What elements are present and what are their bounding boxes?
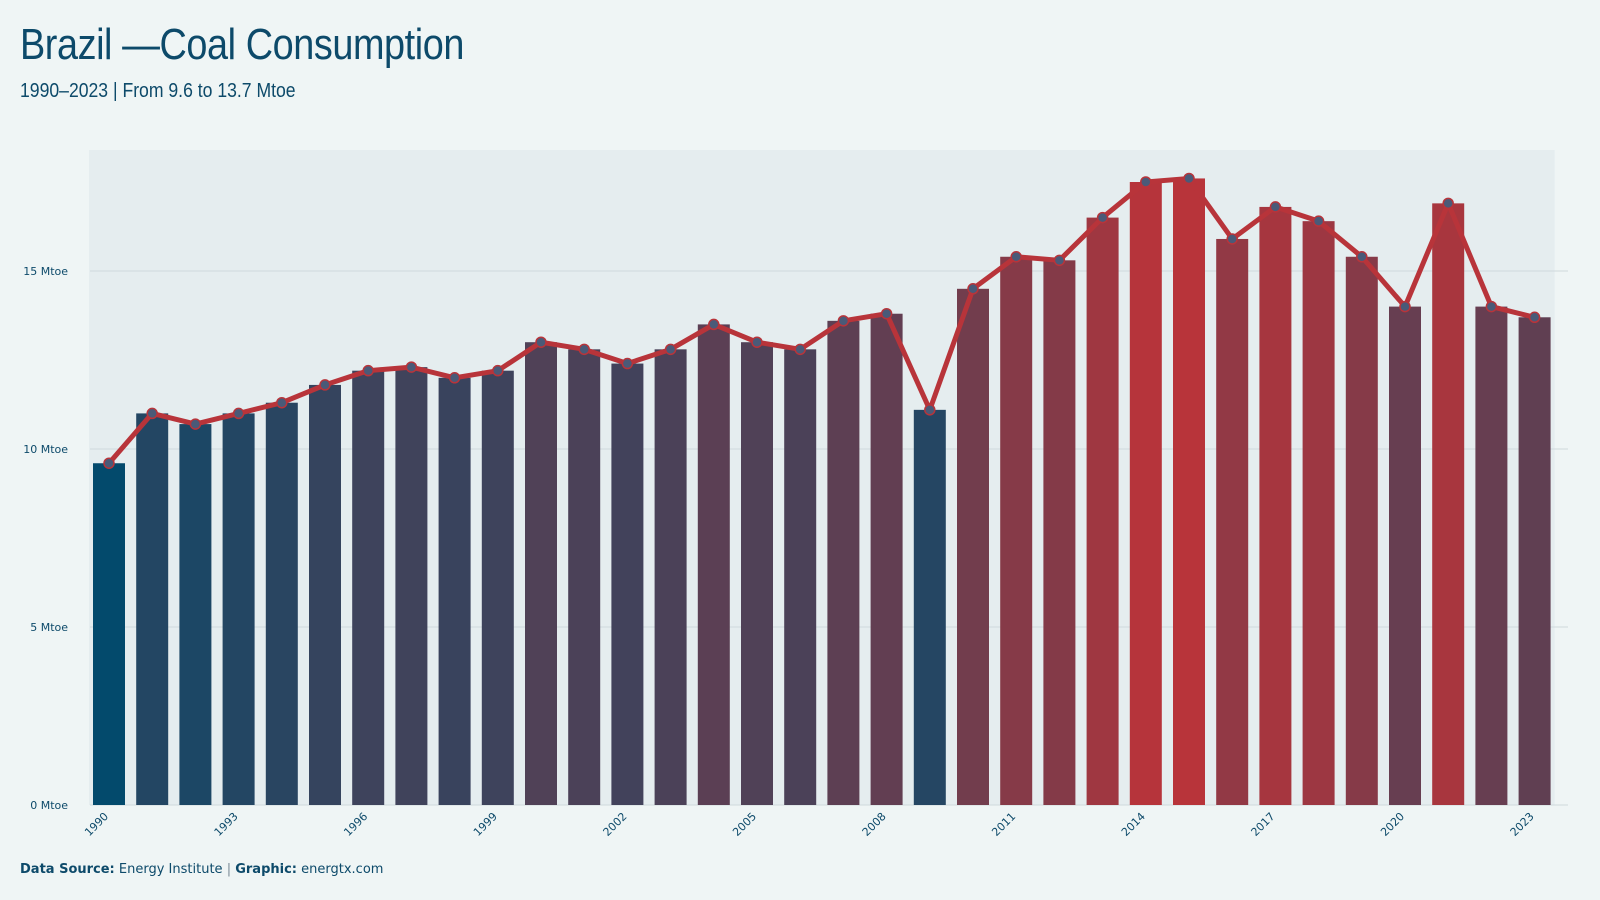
- x-tick-label: 2017: [1249, 810, 1278, 839]
- data-point: [967, 283, 979, 295]
- data-point: [1096, 211, 1109, 224]
- bar: [481, 370, 514, 805]
- x-tick-label: 1993: [212, 810, 241, 839]
- x-tick-label: 1999: [471, 810, 500, 839]
- y-tick-label: 10 Mtoe: [23, 443, 68, 456]
- data-point: [1442, 197, 1454, 210]
- data-point: [621, 357, 634, 370]
- graphic-value: energtx.com: [301, 862, 384, 877]
- data-point: [1399, 300, 1411, 313]
- bar: [827, 320, 860, 805]
- bar: [1043, 260, 1076, 805]
- data-point: [880, 307, 893, 320]
- data-point: [1226, 233, 1238, 245]
- data-point: [146, 407, 158, 420]
- bar: [1518, 317, 1551, 805]
- data-point: [751, 336, 763, 348]
- data-point: [319, 379, 331, 391]
- chart-title: Brazil —Coal Consumption: [20, 20, 464, 69]
- bar: [741, 342, 773, 805]
- y-tick-label: 0 Mtoe: [30, 799, 68, 812]
- data-point: [362, 364, 374, 377]
- data-point: [276, 396, 288, 409]
- x-tick-label: 2008: [860, 810, 889, 839]
- bar: [265, 402, 298, 805]
- x-tick-label: 2014: [1119, 810, 1148, 839]
- source-value: Energy Institute: [118, 862, 223, 877]
- bar: [136, 413, 169, 805]
- data-point: [405, 361, 418, 373]
- bar: [93, 463, 125, 805]
- bar: [1173, 178, 1205, 805]
- bar: [179, 424, 212, 805]
- chart-subtitle: 1990–2023 | From 9.6 to 13.7 Mtoe: [20, 80, 296, 102]
- bar: [1475, 306, 1508, 805]
- source-label: Data Source:: [20, 862, 115, 877]
- data-point: [578, 343, 590, 356]
- bar: [222, 413, 255, 805]
- bar: [913, 409, 946, 805]
- data-point: [103, 457, 115, 469]
- bar: [352, 370, 385, 805]
- data-point: [1183, 172, 1195, 185]
- bar: [568, 349, 601, 805]
- x-tick-label: 2023: [1508, 810, 1537, 839]
- bar: [1302, 221, 1335, 805]
- data-point: [837, 315, 850, 327]
- bar: [1345, 256, 1378, 805]
- bar: [957, 288, 989, 805]
- data-point: [1269, 201, 1282, 213]
- bar: [1432, 203, 1465, 806]
- bar: [438, 377, 471, 805]
- data-point: [189, 418, 202, 430]
- data-point: [232, 407, 245, 420]
- bar: [654, 349, 687, 805]
- bar: [1216, 238, 1249, 805]
- bar: [395, 367, 428, 805]
- data-point: [448, 372, 461, 384]
- bar: [1129, 182, 1162, 805]
- x-tick-label: 1990: [82, 810, 111, 839]
- bar: [611, 363, 644, 805]
- data-point: [708, 318, 720, 331]
- data-point: [924, 404, 936, 416]
- bar: [309, 384, 341, 805]
- y-tick-label: 5 Mtoe: [30, 621, 68, 634]
- plot-panel: [89, 150, 1555, 805]
- bar: [1000, 256, 1033, 805]
- data-point: [664, 343, 677, 356]
- x-tick-label: 2011: [989, 810, 1018, 839]
- series-line: [106, 175, 1538, 466]
- data-point: [1010, 251, 1022, 263]
- bar: [1259, 206, 1292, 806]
- data-point: [1053, 254, 1066, 267]
- data-point: [1140, 176, 1152, 188]
- footer-separator: |: [226, 862, 232, 877]
- data-point: [535, 336, 547, 348]
- x-tick-label: 1996: [341, 810, 370, 839]
- x-tick-label: 2002: [601, 810, 630, 839]
- data-point: [1485, 300, 1498, 313]
- data-point: [1356, 251, 1368, 263]
- x-tick-label: 2005: [730, 810, 759, 839]
- graphic-label: Graphic:: [235, 862, 297, 877]
- bar: [870, 313, 903, 805]
- bar: [1389, 306, 1421, 805]
- data-point: [1528, 311, 1541, 324]
- data-point: [1312, 215, 1325, 227]
- bar: [525, 342, 557, 805]
- y-tick-label: 15 Mtoe: [23, 265, 68, 278]
- x-tick-label: 2020: [1378, 810, 1407, 839]
- bar: [697, 324, 730, 805]
- data-point: [794, 343, 806, 356]
- bar: [1086, 217, 1119, 806]
- bar: [784, 349, 817, 805]
- footer: Data Source: Energy Institute | Graphic:…: [20, 862, 383, 877]
- data-point: [492, 364, 504, 377]
